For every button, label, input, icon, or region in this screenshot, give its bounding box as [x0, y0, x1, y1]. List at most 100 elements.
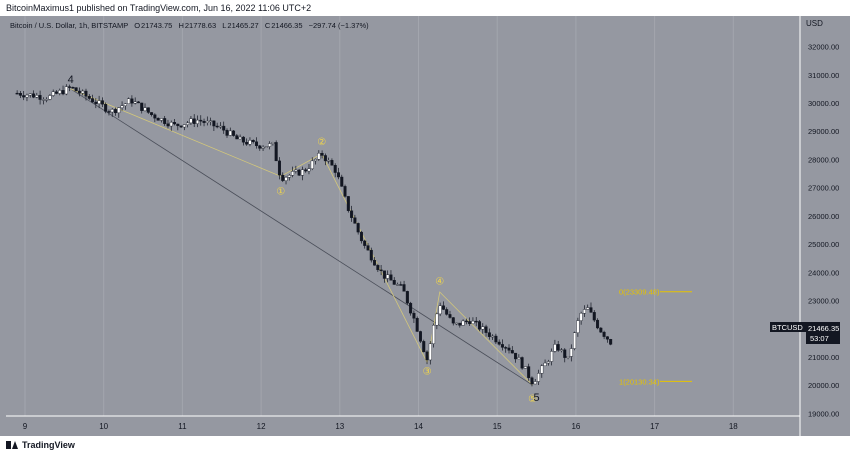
candle-body-25: [97, 100, 101, 104]
candle-body-167: [563, 349, 567, 358]
candle-body-47: [169, 122, 173, 127]
y-tick-label-30000: 30000.00: [808, 99, 839, 108]
candle-body-88: [304, 169, 308, 172]
candle-body-100: [343, 186, 347, 197]
candle-body-133: [451, 317, 455, 324]
candle-body-147: [497, 341, 501, 345]
candle-body-80: [277, 160, 281, 176]
candle-body-82: [284, 177, 288, 181]
candle-body-13: [58, 90, 62, 94]
candle-body-22: [87, 96, 91, 99]
candle-body-131: [445, 309, 449, 315]
price-chart[interactable]: 0(23309.48) 1(20130.34) 4 ① ② ③ ④ ⑤5 19000.00 2…: [0, 16, 850, 436]
candle-body-33: [123, 103, 127, 106]
candle-body-109: [373, 259, 377, 266]
candle-body-10: [48, 95, 52, 100]
y-tick-label-26000: 26000.00: [808, 212, 839, 221]
candle-body-123: [418, 331, 422, 342]
candle-body-174: [586, 307, 590, 310]
candle-body-170: [573, 332, 577, 349]
candle-body-117: [399, 284, 403, 286]
candle-body-90: [310, 160, 314, 169]
candle-body-76: [264, 146, 268, 148]
candle-body-98: [336, 172, 340, 178]
symbol-badge-bg: [770, 322, 806, 332]
candle-body-63: [222, 125, 226, 131]
high-value: 21778.63: [185, 21, 216, 30]
tradingview-logo-icon: [6, 441, 18, 449]
candle-body-67: [235, 135, 239, 140]
price-badge-price: 21466.35: [808, 324, 839, 333]
candle-body-138: [468, 321, 472, 324]
candle-body-155: [523, 366, 527, 369]
candle-body-115: [392, 280, 396, 285]
candle-body-127: [432, 324, 436, 344]
candle-body-142: [481, 326, 485, 330]
candle-body-79: [274, 142, 278, 162]
y-tick-label-19000: 19000.00: [808, 409, 839, 418]
candle-body-175: [589, 307, 593, 313]
candle-body-135: [458, 322, 462, 326]
trend-line: [70, 88, 533, 386]
candle-body-178: [599, 327, 603, 333]
candle-body-139: [471, 320, 475, 324]
price-badge-countdown: 53:07: [810, 334, 829, 343]
fib-label-0: 0(23309.48): [619, 288, 660, 297]
candle-body-41: [150, 112, 154, 115]
candle-body-83: [287, 175, 291, 178]
close-label: C: [265, 21, 271, 30]
candle-body-156: [527, 366, 531, 378]
y-tick-label-24000: 24000.00: [808, 268, 839, 277]
candle-body-5: [32, 93, 36, 98]
candle-body-15: [64, 86, 68, 95]
candle-body-121: [412, 312, 416, 319]
candle-body-172: [579, 312, 583, 321]
candle-body-46: [166, 123, 170, 127]
x-tick-label-12: 12: [257, 422, 266, 431]
wave-label-1: ①: [276, 186, 285, 197]
y-tick-label-25000: 25000.00: [808, 240, 839, 249]
candle-body-74: [258, 145, 262, 149]
candle-body-87: [300, 169, 304, 176]
candle-body-143: [484, 326, 488, 333]
candle-body-43: [156, 117, 160, 121]
price-badge-bg: [806, 322, 840, 344]
candle-body-45: [163, 118, 167, 124]
candle-body-169: [569, 348, 573, 357]
candle-body-105: [359, 231, 363, 242]
candle-body-1: [18, 93, 22, 96]
candle-body-54: [192, 118, 196, 124]
candle-body-103: [353, 217, 357, 224]
candle-body-64: [225, 130, 229, 136]
candle-body-151: [510, 350, 514, 354]
candle-body-161: [543, 362, 547, 367]
candle-body-81: [281, 174, 285, 181]
candle-body-44: [159, 118, 163, 121]
candle-body-58: [205, 120, 209, 123]
currency-label: USD: [806, 19, 823, 28]
candle-body-144: [487, 332, 491, 337]
candle-body-166: [559, 349, 563, 351]
candle-body-96: [330, 160, 334, 166]
x-tick-label-10: 10: [99, 422, 108, 431]
candle-body-66: [232, 130, 236, 136]
candle-body-24: [94, 101, 98, 104]
candle-body-51: [182, 124, 186, 128]
candle-body-95: [327, 160, 331, 162]
candle-body-35: [130, 98, 134, 104]
candle-body-7: [38, 95, 42, 100]
candle-body-78: [271, 142, 275, 144]
candle-body-157: [530, 377, 534, 385]
tradingview-logo[interactable]: TradingView: [6, 440, 75, 450]
brand-name: TradingView: [22, 440, 75, 450]
candle-body-17: [71, 87, 75, 89]
candle-body-48: [173, 122, 177, 125]
candle-body-29: [110, 109, 114, 113]
high-label: H: [178, 21, 183, 30]
publish-line: BitcoinMaximus1 published on TradingView…: [6, 3, 312, 13]
candle-body-49: [176, 123, 180, 127]
candle-body-179: [602, 331, 606, 337]
candle-body-89: [307, 168, 311, 172]
candle-body-4: [28, 93, 32, 96]
